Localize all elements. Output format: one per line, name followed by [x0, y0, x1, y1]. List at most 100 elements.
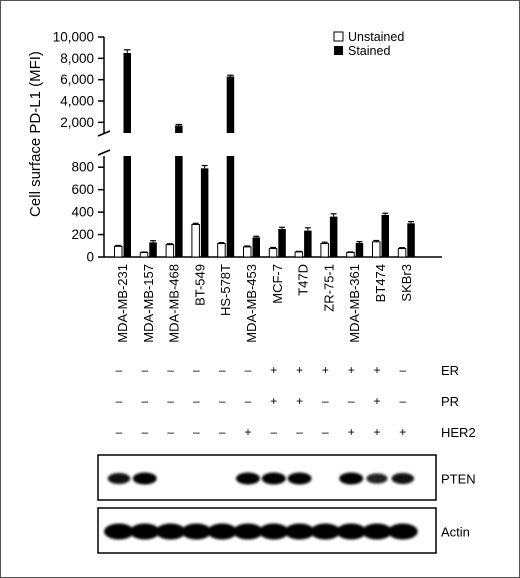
blot-band: [155, 523, 186, 540]
x-tick-label: SKBr3: [399, 264, 414, 302]
x-tick-label: MCF-7: [270, 264, 285, 304]
status-sign: –: [322, 425, 329, 439]
x-tick-label: MDA-MB-157: [141, 264, 156, 343]
bar-stained-upper: [175, 125, 183, 133]
status-sign: –: [322, 394, 329, 408]
status-sign: –: [219, 394, 226, 408]
x-tick-label: MDA-MB-361: [347, 264, 362, 343]
bar-stained: [149, 242, 157, 257]
blot-band: [310, 523, 341, 540]
bar-unstained: [397, 248, 407, 258]
bar-unstained: [165, 244, 175, 258]
legend-swatch-unstained: [333, 31, 344, 42]
blot-band: [284, 523, 315, 540]
status-sign: –: [348, 394, 355, 408]
blot-band: [132, 472, 157, 485]
status-sign: +: [348, 425, 355, 439]
status-sign: +: [244, 425, 251, 439]
legend-label-unstained: Unstained: [348, 30, 404, 44]
x-tick-label: BT474: [373, 264, 388, 302]
blot-label: Actin: [441, 525, 470, 540]
status-row-label: ER: [441, 363, 459, 378]
blot-band: [261, 472, 286, 485]
blot-band: [181, 523, 212, 540]
x-tick-label: T47D: [296, 264, 311, 296]
status-sign: –: [399, 394, 406, 408]
bar-stained: [381, 214, 389, 257]
bar-stained: [252, 237, 260, 257]
blot-band: [104, 523, 134, 540]
blot-band: [366, 473, 388, 484]
y-axis-label: Cell surface PD-L1 (MFI): [27, 51, 44, 217]
bar-stained: [355, 242, 364, 257]
blot-band: [336, 523, 367, 540]
status-sign: –: [219, 425, 226, 439]
status-sign: –: [193, 363, 200, 377]
status-sign: –: [193, 394, 200, 408]
status-sign: –: [270, 425, 277, 439]
blot-band: [233, 523, 263, 540]
y-tick-label: 10,000: [53, 30, 94, 45]
axes: [103, 37, 442, 258]
status-sign: –: [219, 363, 226, 377]
x-tick-label: MDA-MB-468: [167, 264, 182, 343]
status-sign: –: [167, 363, 174, 377]
status-sign: +: [270, 363, 277, 377]
bar-unstained: [217, 243, 226, 258]
status-sign: +: [322, 363, 329, 377]
y-ticks: 0 200 400 600 800 2,000 4,000 6,000 8,000 10,000: [53, 30, 104, 265]
blot-band: [287, 472, 312, 485]
y-tick-label: 800: [71, 160, 94, 175]
x-tick-label: MDA-MB-453: [244, 264, 259, 343]
status-sign: –: [167, 394, 174, 408]
status-sign: +: [373, 394, 380, 408]
status-sign: +: [270, 394, 277, 408]
bar-stained: [175, 156, 183, 257]
y-tick-label: 400: [71, 205, 94, 220]
blot-band: [362, 523, 392, 540]
bar-unstained: [139, 252, 149, 258]
status-sign: +: [296, 394, 303, 408]
blot-band: [207, 523, 238, 540]
bar-unstained: [268, 248, 278, 258]
status-sign: –: [116, 425, 123, 439]
bar-stained: [304, 230, 312, 257]
status-sign: –: [245, 363, 252, 377]
bar-stained: [329, 216, 338, 257]
legend: Unstained Stained: [333, 30, 404, 58]
status-sign: –: [167, 425, 174, 439]
status-sign: +: [348, 363, 355, 377]
status-row-label: PR: [441, 394, 459, 409]
x-tick-labels: MDA-MB-231 MDA-MB-157 MDA-MB-468 BT-549 HS-5…: [115, 264, 414, 343]
bar-unstained: [320, 243, 329, 258]
y-tick-label: 8,000: [60, 51, 94, 66]
y-tick-label: 0: [86, 250, 94, 265]
x-tick-label: HS-578T: [218, 264, 233, 316]
bar-unstained: [372, 241, 381, 258]
blot-band: [339, 472, 364, 485]
status-sign: –: [141, 425, 148, 439]
bar-stained: [278, 228, 286, 257]
bar-stained: [407, 223, 415, 257]
receptor-status-table: – – – – – – + + + + + – ER – – – – – – + + – – + – PR – – – – – + – – – + + +…: [116, 363, 476, 440]
blot-band: [391, 472, 415, 485]
status-sign: –: [193, 425, 200, 439]
bar-stained: [226, 156, 235, 257]
blot-band: [387, 523, 418, 540]
blot-band: [258, 523, 289, 540]
status-sign: –: [116, 394, 123, 408]
blot-band: [107, 472, 131, 485]
bar-stained: [123, 156, 131, 257]
status-sign: –: [245, 394, 252, 408]
y-tick-label: 4,000: [60, 94, 94, 109]
bar-unstained: [114, 245, 123, 258]
y-tick-label: 2,000: [60, 115, 94, 130]
legend-label-stained: Stained: [348, 44, 390, 58]
bar-unstained: [346, 252, 355, 258]
blot-band: [129, 523, 160, 540]
status-sign: –: [399, 363, 406, 377]
y-tick-label: 600: [71, 182, 94, 197]
bars: [114, 49, 415, 258]
bar-unstained: [294, 251, 304, 258]
